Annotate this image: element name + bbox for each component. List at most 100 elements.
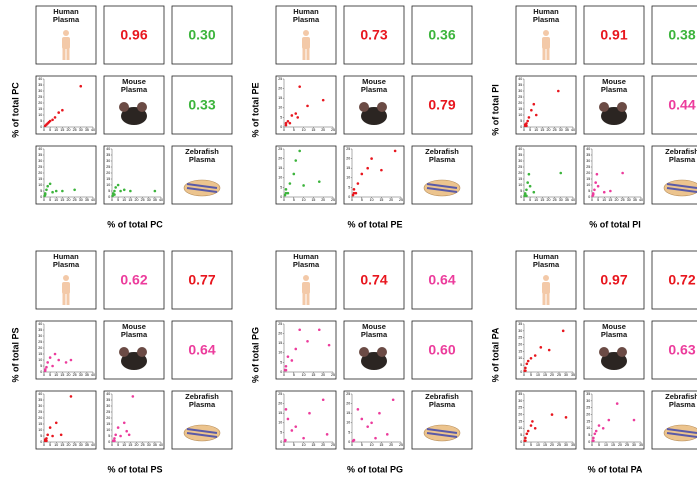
scatter-point (557, 90, 560, 93)
x-tick-label: 15 (311, 198, 315, 202)
scatter-point (51, 191, 54, 194)
y-tick-label: 20 (278, 157, 282, 161)
y-tick-label: 5 (280, 115, 282, 119)
x-tick-label: 35 (85, 128, 89, 132)
x-tick-label: 35 (85, 198, 89, 202)
correlation-value: 0.33 (188, 97, 215, 113)
y-axis-label: % of total PG (250, 327, 260, 383)
scatter-point (535, 114, 538, 117)
scatter-point (540, 346, 543, 349)
x-tick-label: 5 (530, 373, 532, 377)
scatter-point (361, 173, 364, 176)
icon-part (67, 48, 70, 60)
x-tick-label: 10 (534, 128, 538, 132)
x-tick-label: 10 (534, 198, 538, 202)
scatter-point (55, 422, 58, 425)
y-tick-label: 35 (106, 398, 110, 402)
correlation-value: 0.44 (668, 97, 695, 113)
x-tick-label: 15 (379, 443, 383, 447)
scatter-point (154, 190, 157, 193)
scatter-point (128, 434, 131, 437)
x-tick-label: 20 (550, 443, 554, 447)
scatter-point (530, 109, 533, 112)
x-tick-label: 20 (615, 198, 619, 202)
x-tick-label: 20 (389, 198, 393, 202)
scatter-point (353, 192, 356, 195)
x-tick-label: 20 (550, 373, 554, 377)
x-tick-label: 20 (135, 198, 139, 202)
x-tick-label: 10 (54, 443, 58, 447)
x-tick-label: 0 (283, 443, 285, 447)
y-tick-label: 20 (106, 171, 110, 175)
scatter-point (65, 361, 68, 364)
x-tick-label: 40 (91, 128, 95, 132)
scatter-point (527, 430, 530, 433)
y-tick-label: 15 (278, 411, 282, 415)
x-axis-label: % of total PS (107, 464, 162, 474)
x-tick-label: 25 (141, 198, 145, 202)
y-tick-label: 40 (38, 392, 42, 396)
x-tick-label: 10 (602, 198, 606, 202)
x-tick-label: 10 (302, 128, 306, 132)
scatter-point (534, 354, 537, 357)
fish-icon (664, 425, 697, 441)
x-tick-label: 25 (331, 443, 335, 447)
fish-icon (184, 180, 220, 196)
y-tick-label: 0 (520, 370, 522, 374)
x-tick-label: 15 (60, 128, 64, 132)
x-tick-label: 15 (540, 198, 544, 202)
scatter-point (44, 370, 47, 373)
x-tick-label: 35 (633, 198, 637, 202)
y-tick-label: 10 (518, 183, 522, 187)
y-tick-label: 10 (278, 351, 282, 355)
y-tick-label: 20 (38, 416, 42, 420)
y-axis-label: % of total PS (10, 327, 20, 382)
y-tick-label: 25 (586, 165, 590, 169)
species-label: Mouse Plasma (109, 78, 159, 94)
x-tick-label: 30 (627, 198, 631, 202)
y-tick-label: 5 (588, 433, 590, 437)
y-tick-label: 25 (518, 95, 522, 99)
scatter-point (302, 184, 305, 187)
y-tick-label: 5 (40, 119, 42, 123)
x-tick-label: 40 (159, 443, 163, 447)
y-tick-label: 35 (518, 153, 522, 157)
correlation-value: 0.36 (428, 27, 455, 43)
y-tick-label: 0 (520, 125, 522, 129)
icon-part (303, 30, 309, 36)
icon-part (63, 293, 66, 305)
y-tick-label: 35 (518, 322, 522, 326)
species-label-box: Zebrafish Plasma (177, 393, 227, 413)
x-tick-label: 0 (111, 198, 113, 202)
correlation-value: 0.60 (428, 342, 455, 358)
scatter-point (302, 437, 305, 440)
x-tick-label: 15 (608, 198, 612, 202)
scatter-point (306, 105, 309, 108)
y-tick-label: 25 (518, 165, 522, 169)
y-tick-label: 40 (38, 77, 42, 81)
scatter-point (57, 111, 60, 114)
scatter-point (530, 357, 533, 360)
scatter-point (293, 173, 296, 176)
y-tick-label: 5 (520, 189, 522, 193)
correlation-value: 0.97 (600, 272, 627, 288)
scatter-point (524, 437, 527, 440)
x-tick-label: 5 (293, 128, 295, 132)
scatter-point (318, 328, 321, 331)
y-tick-label: 15 (278, 96, 282, 100)
y-tick-label: 10 (346, 176, 350, 180)
y-tick-label: 10 (38, 428, 42, 432)
scatter-point (328, 344, 331, 347)
x-tick-label: 5 (597, 198, 599, 202)
scatter-point (123, 422, 126, 425)
y-tick-label: 30 (106, 159, 110, 163)
x-tick-label: 10 (536, 443, 540, 447)
species-label-box: Zebrafish Plasma (417, 148, 467, 168)
x-tick-label: 10 (302, 443, 306, 447)
y-tick-label: 5 (40, 364, 42, 368)
species-label-box: Mouse Plasma (349, 78, 399, 98)
y-tick-label: 25 (278, 392, 282, 396)
species-label-box: Mouse Plasma (109, 323, 159, 343)
species-label-box: Mouse Plasma (589, 323, 639, 343)
scatter-point (298, 328, 301, 331)
